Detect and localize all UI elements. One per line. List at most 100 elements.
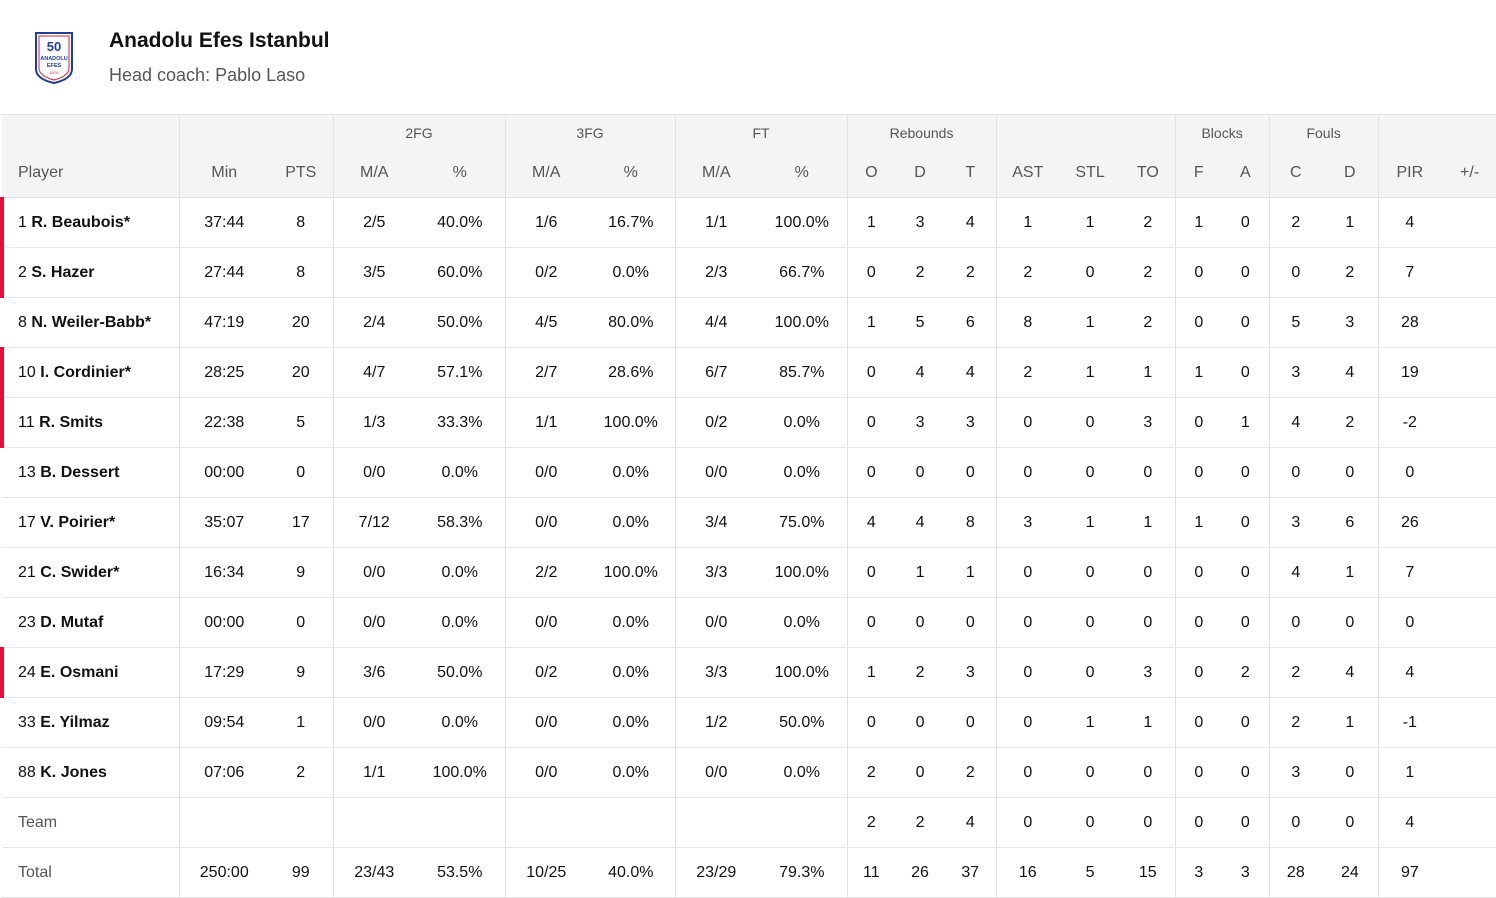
col-3fg-ma[interactable]: M/A xyxy=(505,149,588,198)
cell-fouls-drawn: 1 xyxy=(1322,197,1379,248)
cell-fouls-drawn: 2 xyxy=(1322,397,1379,448)
header-group-row: 2FG 3FG FT Rebounds Blocks Fouls xyxy=(2,115,1496,149)
col-ft-ma[interactable]: M/A xyxy=(675,149,758,198)
col-2fg-pct[interactable]: % xyxy=(415,149,506,198)
cell-fouls-committed: 4 xyxy=(1269,397,1323,448)
cell-2fg-percent: 57.1% xyxy=(415,347,506,398)
cell-minutes xyxy=(179,797,269,848)
group-3fg: 3FG xyxy=(505,115,676,149)
col-reb-o[interactable]: O xyxy=(847,149,896,198)
cell-defensive-rebounds: 0 xyxy=(895,747,946,798)
col-3fg-pct[interactable]: % xyxy=(587,149,676,198)
cell-3fg-percent: 0.0% xyxy=(587,597,676,648)
col-pir[interactable]: PIR xyxy=(1378,149,1442,198)
coach-label: Head coach: xyxy=(109,65,211,85)
cell-ft-percent: 75.0% xyxy=(757,497,848,548)
cell-ft-made-attempted: 6/7 xyxy=(675,347,758,398)
col-plus-minus[interactable]: +/- xyxy=(1441,149,1496,198)
col-reb-t[interactable]: T xyxy=(945,149,997,198)
player-name-link[interactable]: E. Yilmaz xyxy=(40,713,110,731)
col-blk-a[interactable]: A xyxy=(1222,149,1270,198)
player-number: 23 xyxy=(18,613,36,631)
cell-ft-percent: 0.0% xyxy=(757,397,848,448)
player-name-link[interactable]: I. Cordinier* xyxy=(40,363,131,381)
cell-ft-percent: 85.7% xyxy=(757,347,848,398)
player-cell: 2 S. Hazer xyxy=(0,247,180,298)
cell-steals: 1 xyxy=(1059,197,1122,248)
cell-blocks-favor: 0 xyxy=(1175,797,1223,848)
player-name-link[interactable]: R. Beaubois* xyxy=(31,213,131,231)
player-number: 24 xyxy=(18,663,36,681)
cell-turnovers: 1 xyxy=(1121,347,1176,398)
cell-blocks-against: 0 xyxy=(1222,197,1270,248)
cell-fouls-committed: 2 xyxy=(1269,647,1323,698)
col-to[interactable]: TO xyxy=(1121,149,1176,198)
cell-pir: 0 xyxy=(1378,447,1442,498)
player-name-link[interactable]: V. Poirier* xyxy=(40,513,116,531)
cell-minutes: 27:44 xyxy=(179,247,269,298)
col-fouls-d[interactable]: D xyxy=(1322,149,1379,198)
cell-turnovers: 2 xyxy=(1121,297,1176,348)
logo-text-mid: ANADOLU xyxy=(40,56,68,62)
cell-offensive-rebounds: 1 xyxy=(847,197,896,248)
col-fouls-c[interactable]: C xyxy=(1269,149,1323,198)
player-name-link[interactable]: C. Swider* xyxy=(40,563,120,581)
cell-minutes: 28:25 xyxy=(179,347,269,398)
player-number: 17 xyxy=(18,513,36,531)
cell-blocks-against: 0 xyxy=(1222,247,1270,298)
cell-ft-made-attempted: 3/4 xyxy=(675,497,758,548)
cell-total-rebounds: 4 xyxy=(945,347,997,398)
col-blk-f[interactable]: F xyxy=(1175,149,1223,198)
cell-plus-minus xyxy=(1441,347,1496,398)
cell-fouls-drawn: 0 xyxy=(1322,747,1379,798)
player-name-link[interactable]: N. Weiler-Babb* xyxy=(31,313,152,331)
cell-defensive-rebounds: 1 xyxy=(895,547,946,598)
player-name-link[interactable]: S. Hazer xyxy=(31,263,95,281)
cell-fouls-committed: 0 xyxy=(1269,597,1323,648)
cell-fouls-committed: 3 xyxy=(1269,497,1323,548)
col-ft-pct[interactable]: % xyxy=(757,149,848,198)
cell-points: 0 xyxy=(269,447,334,498)
cell-points xyxy=(269,797,334,848)
player-name-link[interactable]: E. Osmani xyxy=(40,663,119,681)
cell-ft-made-attempted: 1/1 xyxy=(675,197,758,248)
cell-blocks-favor: 0 xyxy=(1175,397,1223,448)
cell-fouls-committed: 3 xyxy=(1269,347,1323,398)
cell-defensive-rebounds: 26 xyxy=(895,847,946,898)
cell-fouls-committed: 0 xyxy=(1269,447,1323,498)
box-score-table: 2FG 3FG FT Rebounds Blocks Fouls Player … xyxy=(0,115,1496,898)
col-ast[interactable]: AST xyxy=(996,149,1060,198)
cell-plus-minus xyxy=(1441,597,1496,648)
cell-blocks-against: 0 xyxy=(1222,797,1270,848)
player-name-link[interactable]: R. Smits xyxy=(39,413,104,431)
col-player[interactable]: Player xyxy=(2,149,180,198)
logo-text-top: 50 xyxy=(47,39,61,54)
cell-ft-made-attempted: 2/3 xyxy=(675,247,758,298)
col-stl[interactable]: STL xyxy=(1059,149,1122,198)
cell-3fg-percent: 80.0% xyxy=(587,297,676,348)
cell-blocks-against: 2 xyxy=(1222,647,1270,698)
cell-fouls-committed: 28 xyxy=(1269,847,1323,898)
player-name-link[interactable]: D. Mutaf xyxy=(40,613,104,631)
player-name-link[interactable]: K. Jones xyxy=(40,763,107,781)
cell-2fg-percent: 50.0% xyxy=(415,297,506,348)
cell-turnovers: 15 xyxy=(1121,847,1176,898)
player-name-link[interactable]: B. Dessert xyxy=(40,463,120,481)
col-pts[interactable]: PTS xyxy=(269,149,334,198)
player-row: 33 E. Yilmaz 09:54 1 0/0 0.0% 0/0 0.0% 1/2 50.0%… xyxy=(2,697,1496,748)
cell-total-rebounds: 8 xyxy=(945,497,997,548)
cell-3fg-percent: 100.0% xyxy=(587,397,676,448)
cell-plus-minus xyxy=(1441,797,1496,848)
cell-assists: 0 xyxy=(996,697,1060,748)
cell-points: 9 xyxy=(269,547,334,598)
cell-blocks-against: 0 xyxy=(1222,547,1270,598)
cell-points: 8 xyxy=(269,247,334,298)
cell-3fg-made-attempted: 0/0 xyxy=(505,697,588,748)
cell-3fg-percent: 16.7% xyxy=(587,197,676,248)
col-min[interactable]: Min xyxy=(179,149,269,198)
head-coach: Head coach: Pablo Laso xyxy=(109,65,305,86)
cell-plus-minus xyxy=(1441,697,1496,748)
col-reb-d[interactable]: D xyxy=(895,149,946,198)
col-2fg-ma[interactable]: M/A xyxy=(333,149,415,198)
player-number: 33 xyxy=(18,713,36,731)
